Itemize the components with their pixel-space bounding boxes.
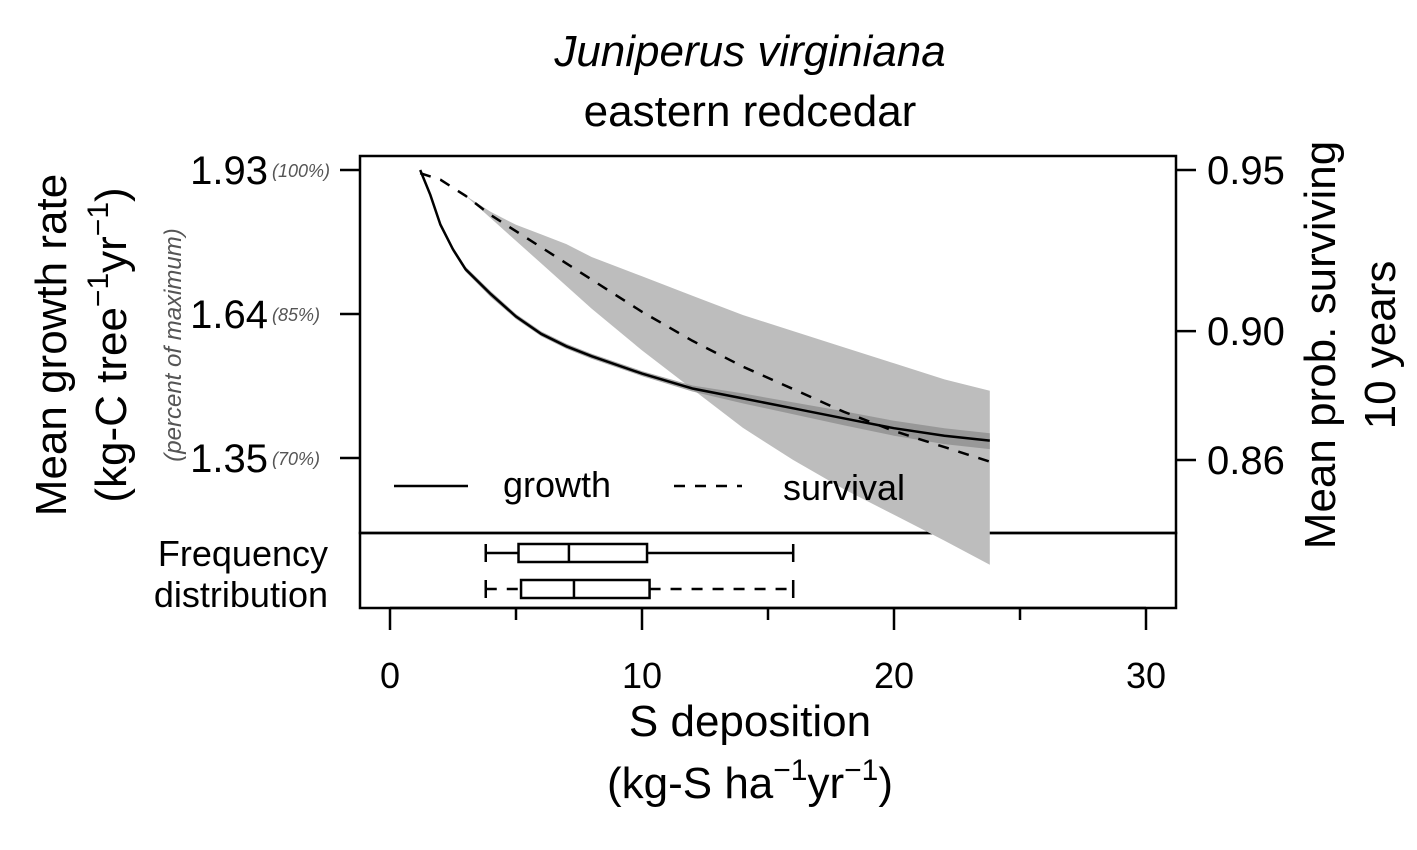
y-right-label-line2: 10 years xyxy=(1356,261,1405,430)
frequency-label-line2: distribution xyxy=(154,574,328,615)
survival-box-iqr xyxy=(519,578,651,600)
x-axis-label-line2: (kg-S ha−1yr−1) xyxy=(607,754,893,808)
growth-box-iqr xyxy=(517,542,649,564)
y-left-label-yr: yr xyxy=(87,236,136,273)
y-left-label-exp1: −1 xyxy=(82,273,115,307)
x-axis-label-line1: S deposition xyxy=(629,697,871,746)
y-left-label-line2: (kg-C tree−1yr−1) xyxy=(82,187,136,502)
y-left-tick-label: 1.35 xyxy=(190,437,268,481)
growth-line xyxy=(419,169,990,442)
x-axis-label-exp2: −1 xyxy=(844,754,878,787)
legend-growth-label: growth xyxy=(503,464,611,505)
x-axis-label-exp1: −1 xyxy=(773,754,807,787)
frequency-label-line1: Frequency xyxy=(158,533,328,574)
y-left-label-line1: Mean growth rate xyxy=(27,174,76,516)
frequency-panel-frame xyxy=(358,531,1178,610)
y-left-label-close: ) xyxy=(87,187,136,202)
frequency-boxplots xyxy=(484,542,795,600)
chart-subtitle: eastern redcedar xyxy=(584,87,917,136)
chart-title: Juniperus virginiana xyxy=(553,27,945,76)
growth-confidence-band xyxy=(420,170,990,450)
y-left-sublabel: (percent of maximum) xyxy=(160,228,187,461)
legend: growth survival xyxy=(394,464,905,508)
survival-confidence-band xyxy=(420,173,990,565)
x-axis: 0 10 20 30 xyxy=(380,606,1166,696)
x-tick-label: 30 xyxy=(1126,655,1166,696)
y-right-axis: 0.95 0.90 0.86 xyxy=(1176,149,1285,483)
y-left-tick-label: 1.93 xyxy=(190,149,268,193)
x-tick-label: 20 xyxy=(874,655,914,696)
y-left-tick-percent: (70%) xyxy=(272,449,320,469)
y-left-axis: 1.93 (100%) 1.64 (85%) 1.35 (70%) xyxy=(190,149,360,481)
x-axis-label-yr: yr xyxy=(807,759,844,808)
x-axis-label-unit: (kg-S ha xyxy=(607,759,774,808)
confidence-bands xyxy=(420,170,990,565)
y-right-label-line1: Mean prob. surviving xyxy=(1296,141,1345,549)
y-right-tick-label: 0.95 xyxy=(1207,149,1285,193)
x-axis-label-close: ) xyxy=(878,759,893,808)
y-left-label-unit: (kg-C tree xyxy=(87,307,136,503)
legend-survival-label: survival xyxy=(783,467,905,508)
y-left-tick-label: 1.64 xyxy=(190,293,268,337)
series-lines xyxy=(419,169,991,463)
y-right-tick-label: 0.86 xyxy=(1207,439,1285,483)
survival-line xyxy=(419,172,991,463)
x-tick-label: 0 xyxy=(380,655,400,696)
y-left-label-exp2: −1 xyxy=(82,202,115,236)
y-right-tick-label: 0.90 xyxy=(1207,310,1285,354)
y-left-tick-percent: (85%) xyxy=(272,305,320,325)
x-tick-label: 10 xyxy=(622,655,662,696)
y-left-tick-percent: (100%) xyxy=(272,161,330,181)
